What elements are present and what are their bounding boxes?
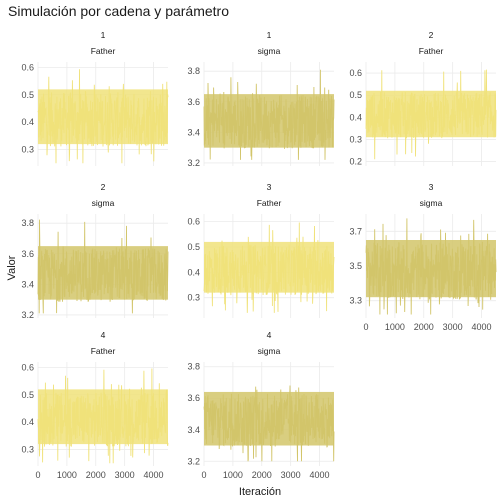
- chart-title: Simulación por cadena y parámetro: [8, 3, 230, 19]
- y-tick-label: 3.4: [187, 425, 200, 435]
- y-tick-label: 0.4: [21, 417, 34, 427]
- x-tick-label: 0: [201, 470, 206, 480]
- y-tick-label: 3.6: [187, 97, 200, 107]
- strip-label-parameter: Father: [257, 198, 282, 208]
- y-tick-label: 0.5: [21, 390, 34, 400]
- x-tick-label: 1000: [223, 470, 243, 480]
- strip-label-parameter: sigma: [258, 346, 281, 356]
- y-tick-label: 0.6: [349, 68, 362, 78]
- x-tick-label: 4000: [472, 322, 492, 332]
- y-tick-label: 0.3: [187, 293, 200, 303]
- strip-label-parameter: Father: [419, 46, 444, 56]
- y-tick-label: 0.5: [349, 90, 362, 100]
- strip-label-parameter: sigma: [92, 198, 115, 208]
- x-tick-label: 0: [35, 470, 40, 480]
- y-tick-label: 3.2: [187, 158, 200, 168]
- strip-label-chain: 2: [101, 182, 106, 192]
- strip-label-chain: 4: [101, 330, 106, 340]
- y-tick-label: 3.8: [187, 362, 200, 372]
- strip-label-parameter: Father: [91, 46, 116, 56]
- strip-label-chain: 2: [429, 30, 434, 40]
- y-tick-label: 0.3: [21, 445, 34, 455]
- x-axis-label: Iteración: [238, 486, 282, 498]
- y-tick-label: 0.5: [187, 242, 200, 252]
- x-tick-label: 4000: [310, 470, 330, 480]
- y-tick-label: 3.4: [187, 127, 200, 137]
- x-tick-label: 2000: [86, 470, 106, 480]
- strip-label-parameter: Father: [91, 346, 116, 356]
- y-tick-label: 3.3: [349, 296, 362, 306]
- y-tick-label: 0.4: [21, 117, 34, 127]
- trace-line: [37, 219, 169, 314]
- x-tick-label: 1000: [385, 322, 405, 332]
- y-tick-label: 3.2: [187, 456, 200, 466]
- y-tick-label: 0.6: [187, 217, 200, 227]
- y-tick-label: 0.6: [21, 362, 34, 372]
- y-tick-label: 0.4: [187, 267, 200, 277]
- strip-label-chain: 3: [429, 182, 434, 192]
- strip-label-chain: 4: [267, 330, 272, 340]
- x-tick-label: 2000: [252, 470, 272, 480]
- x-tick-label: 3000: [443, 322, 463, 332]
- trace-line: [365, 69, 497, 160]
- x-tick-label: 3000: [281, 470, 301, 480]
- trace-line: [365, 218, 497, 315]
- y-tick-label: 3.6: [187, 393, 200, 403]
- y-tick-label: 3.7: [349, 226, 362, 236]
- y-tick-label: 3.8: [187, 66, 200, 76]
- trace-line: [37, 368, 169, 464]
- y-tick-label: 3.8: [21, 218, 34, 228]
- x-tick-label: 3000: [115, 470, 135, 480]
- y-tick-label: 3.6: [21, 249, 34, 259]
- trace-line: [203, 385, 335, 462]
- y-tick-label: 3.2: [21, 310, 34, 320]
- x-tick-label: 4000: [144, 470, 164, 480]
- x-tick-label: 2000: [414, 322, 434, 332]
- strip-label-chain: 3: [267, 182, 272, 192]
- y-tick-label: 0.5: [21, 90, 34, 100]
- y-tick-label: 0.3: [21, 145, 34, 155]
- trace-line: [203, 222, 335, 313]
- x-tick-label: 1000: [57, 470, 77, 480]
- y-tick-label: 0.6: [21, 62, 34, 72]
- trace-line: [203, 69, 335, 160]
- y-tick-label: 0.4: [349, 112, 362, 122]
- trace-line: [37, 69, 169, 164]
- y-tick-label: 0.2: [349, 157, 362, 167]
- y-tick-label: 3.4: [21, 279, 34, 289]
- strip-label-chain: 1: [101, 30, 106, 40]
- x-tick-label: 0: [363, 322, 368, 332]
- strip-label-parameter: sigma: [258, 46, 281, 56]
- strip-label-chain: 1: [267, 30, 272, 40]
- y-tick-label: 3.5: [349, 261, 362, 271]
- strip-label-parameter: sigma: [420, 198, 443, 208]
- y-tick-label: 0.3: [349, 134, 362, 144]
